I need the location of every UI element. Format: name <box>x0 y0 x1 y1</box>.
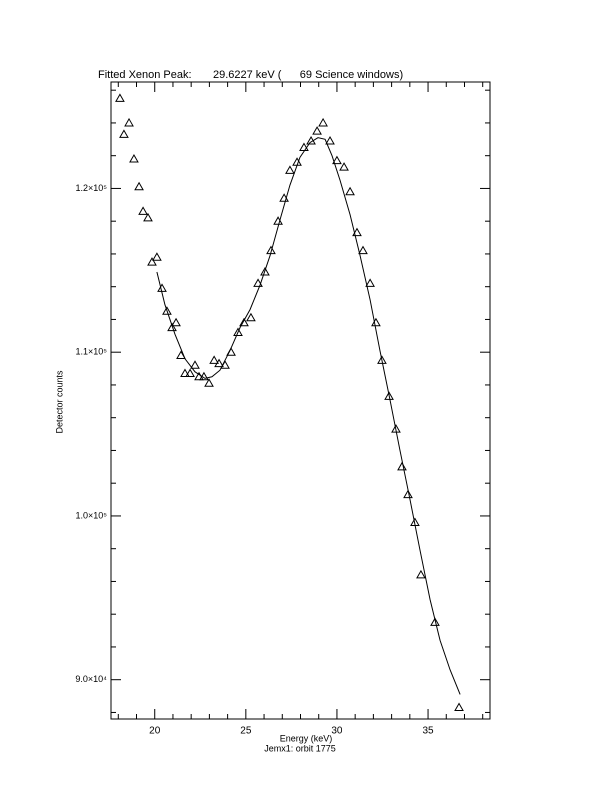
data-point <box>129 153 139 163</box>
data-point <box>352 227 362 237</box>
x-tick-label: 20 <box>149 726 161 737</box>
data-point <box>260 266 270 276</box>
subtitle: Jemx1: orbit 1775 <box>264 743 336 753</box>
data-point <box>365 278 375 287</box>
data-point <box>339 162 349 171</box>
data-point <box>147 257 157 266</box>
data-point <box>134 181 144 191</box>
y-axis-label: Detector counts <box>54 370 64 434</box>
data-point <box>377 355 387 364</box>
data-point <box>180 368 190 377</box>
data-point <box>253 278 263 287</box>
data-point <box>358 245 368 255</box>
data-point <box>397 461 407 471</box>
data-point <box>384 391 394 400</box>
data-point <box>416 569 426 579</box>
data-point <box>209 355 219 364</box>
x-tick-label: 30 <box>331 726 343 737</box>
data-point <box>190 360 200 369</box>
data-point <box>332 155 342 165</box>
y-tick-label: 1.1×10⁵ <box>75 347 107 357</box>
data-point <box>185 368 195 377</box>
chart-title: Fitted Xenon Peak: 29.6227 keV ( 69 Scie… <box>98 69 403 81</box>
data-point <box>312 126 322 135</box>
data-point <box>138 206 148 215</box>
y-tick-label: 1.0×10⁵ <box>75 510 107 520</box>
data-point <box>143 212 153 222</box>
data-point <box>403 489 413 499</box>
data-point <box>167 322 177 332</box>
x-axis-label: Energy (keV) <box>280 733 333 743</box>
x-tick-label: 35 <box>422 726 434 737</box>
data-point <box>285 165 295 174</box>
data-point <box>345 186 355 196</box>
data-point <box>124 117 134 127</box>
data-point <box>430 617 440 626</box>
y-tick-label: 1.2×10⁵ <box>75 183 107 193</box>
data-point <box>233 327 243 337</box>
data-point <box>299 142 309 152</box>
data-point <box>239 317 249 327</box>
data-point <box>318 117 328 127</box>
data-point <box>454 702 464 712</box>
data-point <box>371 317 381 327</box>
data-point <box>325 135 335 145</box>
data-point <box>214 358 224 368</box>
data-point <box>171 317 181 327</box>
data-point <box>162 306 172 315</box>
y-tick-label: 9.0×10⁴ <box>75 674 107 684</box>
data-point <box>204 378 214 387</box>
data-point <box>246 312 256 322</box>
data-point <box>152 252 162 261</box>
data-point <box>119 129 129 138</box>
data-point <box>115 93 125 102</box>
x-tick-label: 25 <box>240 726 252 737</box>
fit-line <box>156 137 461 695</box>
